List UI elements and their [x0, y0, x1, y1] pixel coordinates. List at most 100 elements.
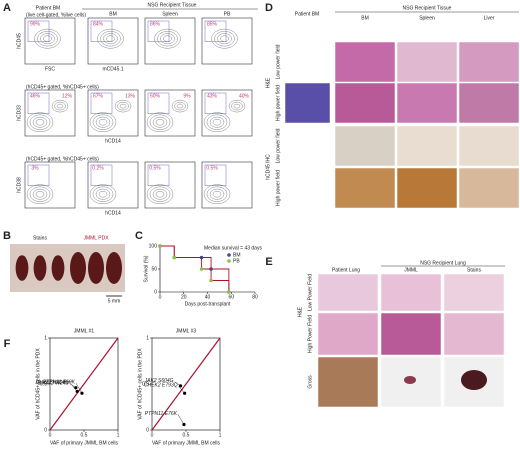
micrograph: [317, 273, 379, 312]
photo: [10, 244, 125, 292]
contour: [146, 112, 174, 132]
micrograph: [334, 167, 396, 209]
contour: [29, 186, 51, 202]
micrograph: [458, 82, 520, 124]
panel-label: A: [3, 2, 11, 14]
step: [211, 280, 230, 292]
point-label: PTPN11 E69K: [43, 380, 76, 386]
identity-line: [151, 337, 221, 431]
micrograph: [458, 125, 520, 167]
micrograph: [284, 82, 331, 124]
contour: [98, 118, 108, 126]
contour: [231, 101, 243, 111]
contour: [97, 28, 124, 49]
point-label: DHX32 W241*: [38, 381, 72, 387]
point-label: DHX32 H414fs: [35, 380, 69, 386]
step: [201, 257, 212, 269]
gate: [147, 164, 170, 186]
label: Survival (%): [143, 255, 149, 282]
contour: [119, 103, 127, 109]
step: [160, 245, 175, 258]
contour: [209, 116, 225, 128]
flow-plot: [201, 17, 253, 65]
flow-plot: [144, 17, 196, 65]
contour: [89, 112, 117, 132]
label: (live cell-gated, %live cells): [26, 12, 86, 18]
label: NSG Recipient Tissue: [148, 2, 197, 8]
label: High power field: [275, 85, 281, 121]
micrograph: [396, 167, 458, 209]
spleen: [70, 252, 86, 284]
gate: [27, 164, 50, 186]
label: JMML: [404, 267, 418, 273]
leader: [177, 414, 185, 425]
y-tick-label: 0.5: [40, 381, 47, 387]
x-tick-label: 0: [151, 432, 154, 438]
gross-lung: [461, 370, 487, 390]
label: BM: [361, 15, 369, 21]
percent: 85%: [207, 21, 218, 27]
y-tick-label: 1: [146, 335, 149, 341]
contour: [26, 184, 54, 204]
label: High power field: [275, 170, 281, 206]
label: VAF of hCD45+ cells in the PDX: [35, 348, 41, 420]
contour: [103, 33, 118, 45]
contour: [203, 112, 231, 132]
contour: [171, 99, 189, 113]
label: Gross: [307, 375, 313, 389]
x-tick-label: 0: [49, 432, 52, 438]
contour: [146, 184, 174, 204]
spleen: [88, 252, 104, 284]
percent: 99%: [30, 21, 41, 27]
label: Stains: [467, 267, 481, 273]
panel-label: E: [265, 256, 272, 268]
x-tick-label: 20: [181, 294, 187, 300]
gate: [90, 20, 113, 42]
contour: [35, 118, 45, 126]
panel-label: F: [4, 338, 11, 350]
percent: 9%: [183, 93, 191, 99]
label: Stains: [33, 235, 47, 241]
spleen: [51, 255, 65, 281]
contour: [92, 114, 114, 130]
chart-title: JMML #3: [176, 328, 197, 334]
label: JMML PDX: [83, 235, 109, 241]
leader: [69, 383, 76, 388]
contour: [32, 116, 48, 128]
y-tick-label: 0: [146, 427, 149, 433]
contour: [206, 114, 228, 130]
percent: 3%: [31, 165, 39, 171]
contour: [233, 103, 241, 109]
x-tick-label: 0: [159, 294, 162, 300]
contour: [54, 101, 66, 111]
point-label: JAK2 S604G: [144, 378, 174, 384]
contour: [100, 31, 121, 47]
contour: [34, 28, 61, 49]
y-tick-label: 50: [151, 266, 157, 272]
contour: [35, 190, 45, 198]
x-tick-label: 0.5: [81, 432, 88, 438]
percent: 40%: [239, 93, 250, 99]
label: FSC: [45, 66, 55, 72]
contour: [51, 99, 69, 113]
step: [201, 268, 212, 281]
marker: [158, 244, 162, 248]
label: Low power field: [275, 128, 281, 163]
label: hCD14: [105, 210, 121, 216]
contour: [117, 101, 129, 111]
contour: [89, 184, 117, 204]
percent: 13%: [125, 93, 136, 99]
micrograph: [458, 41, 520, 83]
label: hCD14: [105, 138, 121, 144]
y-tick-label: 0.5: [142, 381, 149, 387]
micrograph: [396, 125, 458, 167]
x-tick-label: 1: [219, 432, 222, 438]
flow-plot: [87, 161, 139, 209]
gate: [90, 164, 113, 186]
point-label: CHEK2 E793Q: [144, 383, 178, 389]
x-tick-label: 1: [117, 432, 120, 438]
x-tick-label: 60: [228, 294, 234, 300]
label: Spleen: [419, 15, 435, 21]
flow-plot: [24, 17, 76, 65]
panel-label: D: [265, 2, 273, 14]
